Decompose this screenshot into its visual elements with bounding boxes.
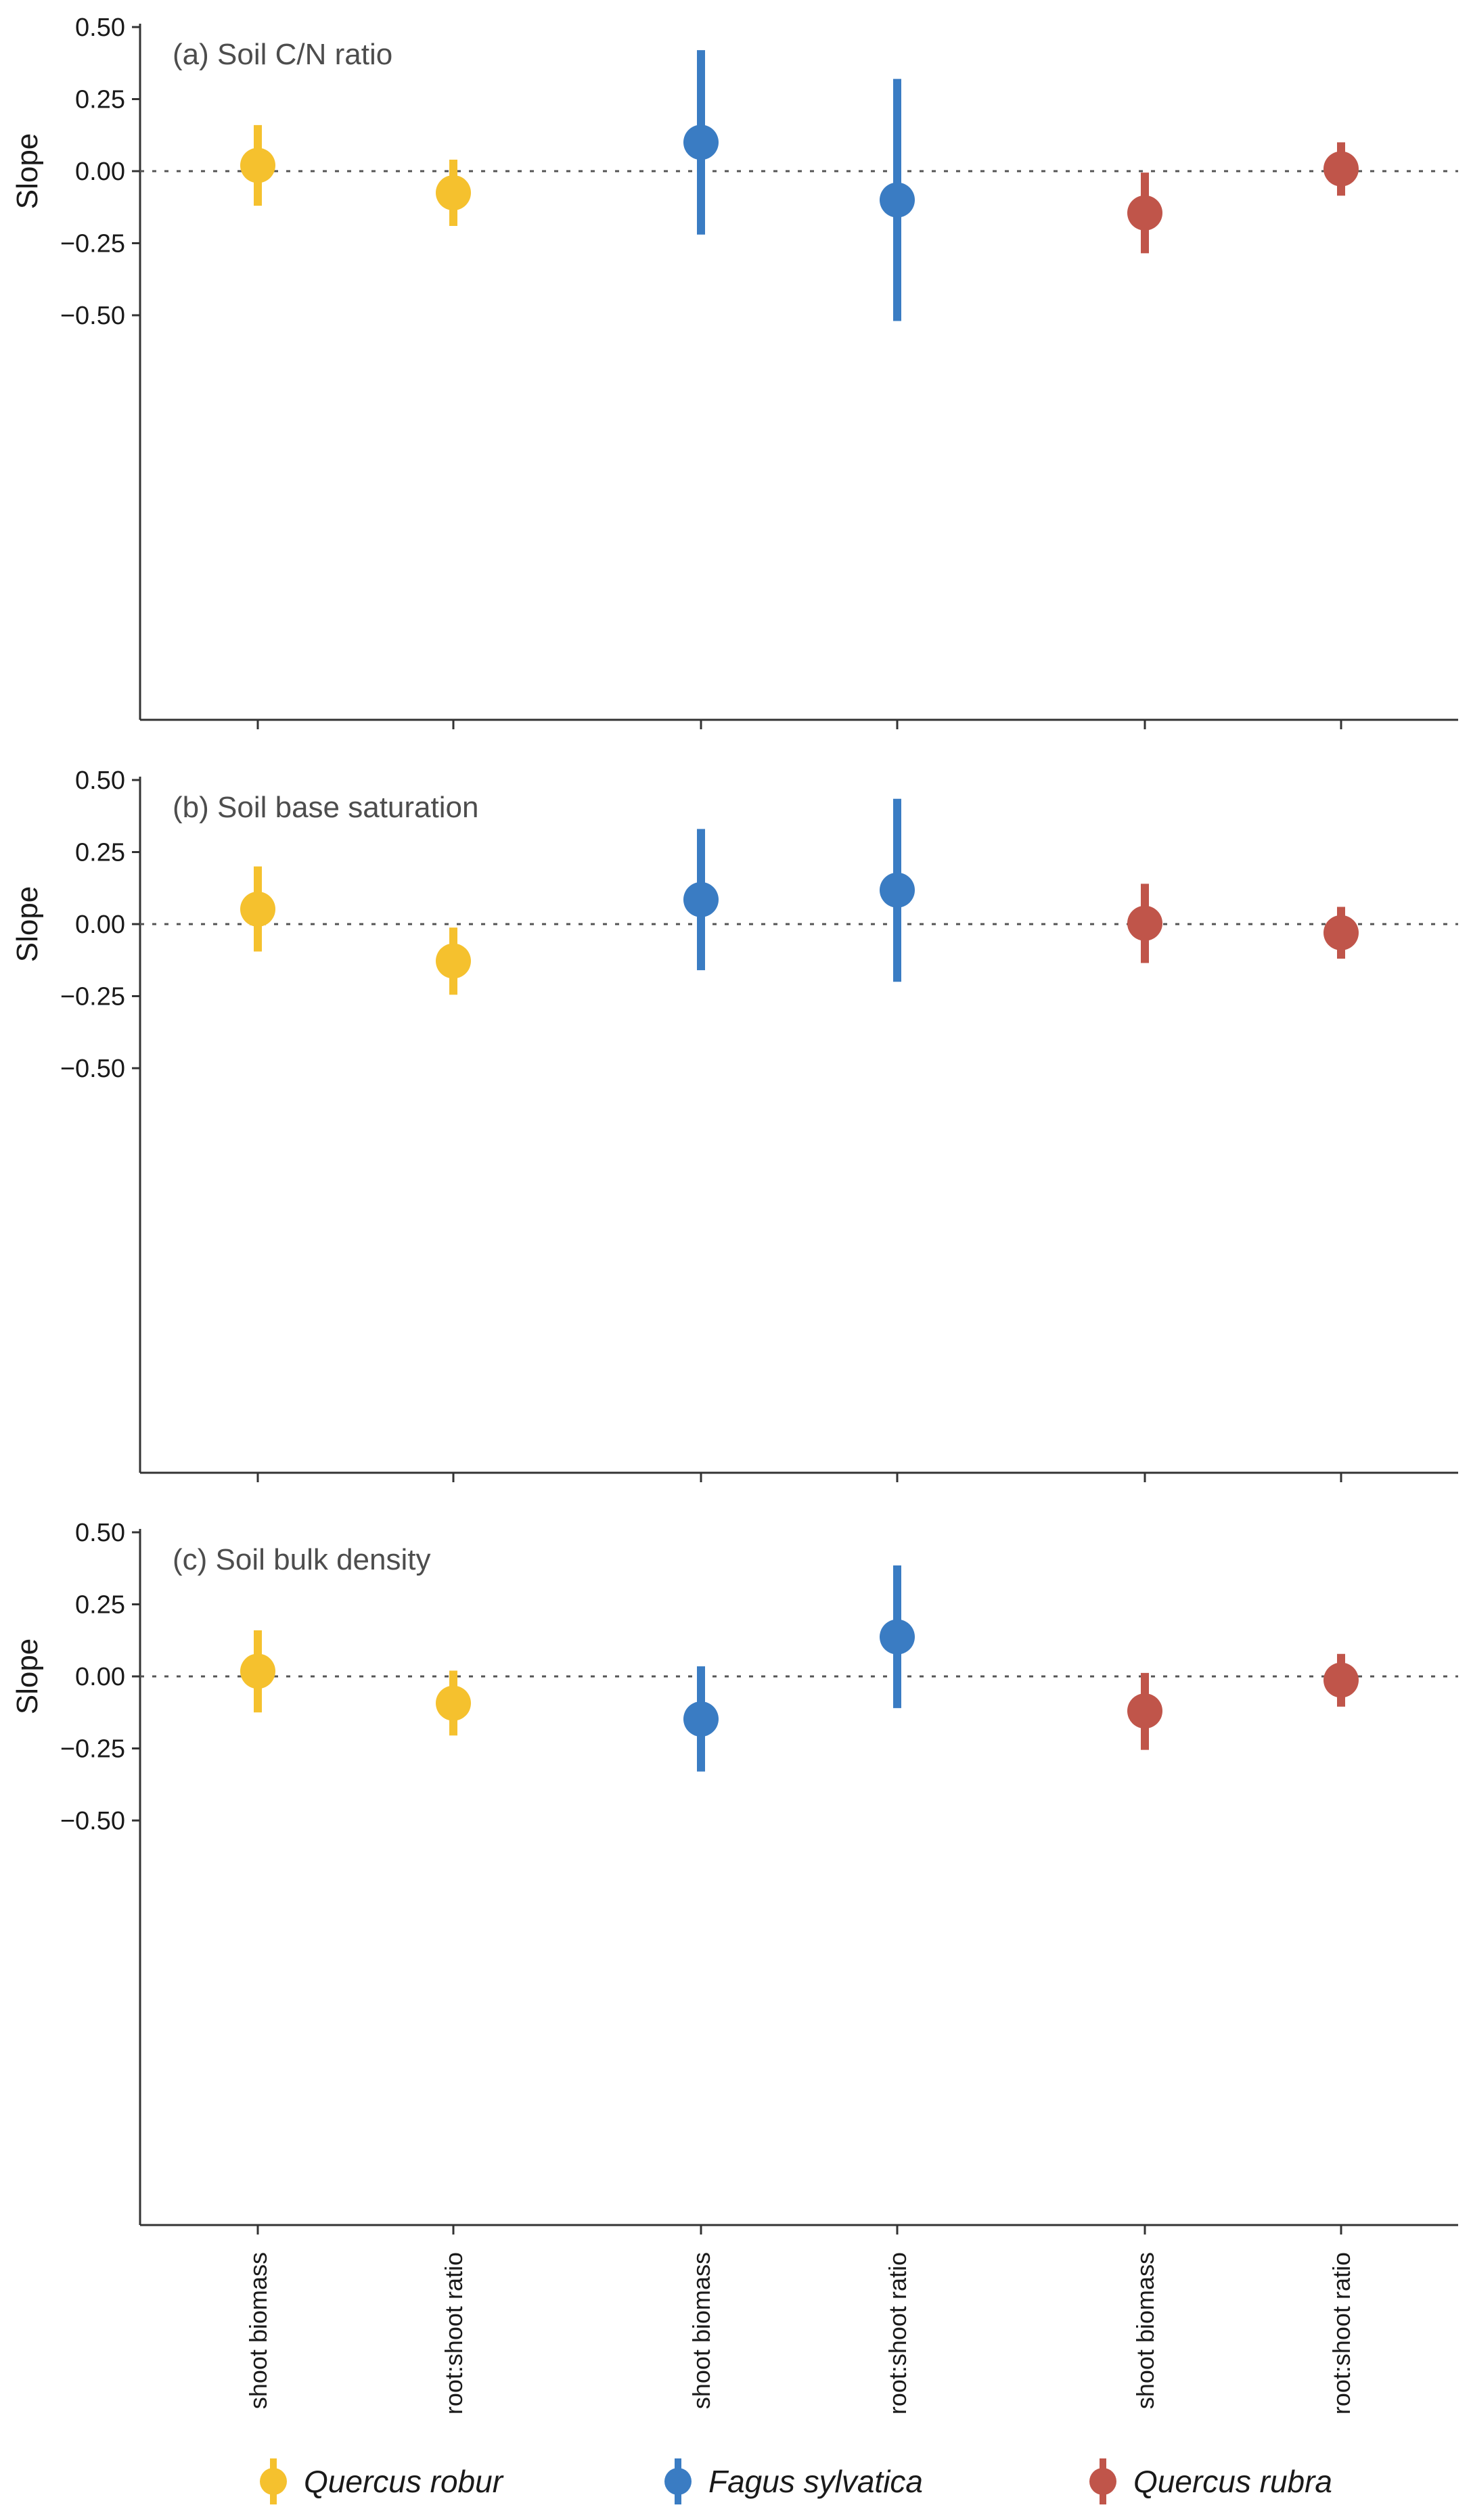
data-point xyxy=(683,881,719,917)
panel-title: (c) Soil bulk density xyxy=(173,1543,430,1576)
data-point xyxy=(240,147,275,183)
legend-label: Fagus sylvatica xyxy=(708,2464,923,2499)
data-point xyxy=(1323,151,1359,187)
y-tick-label: 0.50 xyxy=(75,766,125,795)
legend: Quercus robur Fagus sylvatica Quercus rubr… xyxy=(260,2458,1332,2504)
y-tick-label: 0.50 xyxy=(75,1519,125,1547)
x-category-label: shoot biomass xyxy=(244,2252,272,2409)
x-category-label: root:shoot ratio xyxy=(884,2252,911,2414)
panel-title: (a) Soil C/N ratio xyxy=(173,38,392,71)
y-tick-label: 0.50 xyxy=(75,14,125,42)
data-point xyxy=(436,943,471,979)
x-category-label: shoot biomass xyxy=(687,2252,715,2409)
y-tick-label: −0.25 xyxy=(60,1735,125,1764)
legend-key-point xyxy=(664,2468,692,2495)
data-point xyxy=(880,182,915,218)
data-point xyxy=(240,891,275,927)
data-point xyxy=(1323,1662,1359,1698)
panel-c: 0.50 0.25 0.00 −0.25 −0.50 Slope (c) Soil bulk… xyxy=(11,1519,1458,2414)
data-point xyxy=(880,1619,915,1655)
legend-key-point xyxy=(1089,2468,1116,2495)
data-point xyxy=(240,1653,275,1689)
data-point xyxy=(683,124,719,160)
y-tick-label: 0.00 xyxy=(75,911,125,939)
data-point xyxy=(1323,915,1359,950)
y-tick-label: 0.25 xyxy=(75,839,125,867)
y-tick-label: 0.25 xyxy=(75,86,125,114)
y-tick-label: 0.25 xyxy=(75,1591,125,1620)
x-category-label: root:shoot ratio xyxy=(1328,2252,1355,2414)
data-point xyxy=(436,1685,471,1721)
y-tick-label: −0.25 xyxy=(60,230,125,258)
y-tick-label: 0.00 xyxy=(75,158,125,186)
data-point xyxy=(1127,195,1162,231)
y-axis-label: Slope xyxy=(11,133,44,210)
y-axis-label: Slope xyxy=(11,1639,44,1715)
legend-label: Quercus robur xyxy=(304,2464,504,2499)
y-tick-label: −0.50 xyxy=(60,302,125,330)
x-category-label: root:shoot ratio xyxy=(440,2252,468,2414)
data-point xyxy=(1127,1693,1162,1729)
data-point xyxy=(880,872,915,908)
legend-label: Quercus rubra xyxy=(1133,2464,1332,2499)
y-tick-label: −0.50 xyxy=(60,1055,125,1083)
x-category-label: shoot biomass xyxy=(1131,2252,1159,2409)
data-point xyxy=(683,1701,719,1737)
panel-title: (b) Soil base saturation xyxy=(173,791,478,824)
y-tick-label: 0.00 xyxy=(75,1663,125,1691)
data-point xyxy=(1127,905,1162,941)
y-tick-label: −0.50 xyxy=(60,1807,125,1835)
panel-b: 0.50 0.25 0.00 −0.25 −0.50 Slope (b) Soil base… xyxy=(11,766,1458,1482)
legend-key-point xyxy=(260,2468,287,2495)
y-axis-label: Slope xyxy=(11,886,44,963)
data-point xyxy=(436,175,471,210)
panel-a: 0.50 0.25 0.00 −0.25 −0.50 Slope (a) Soil C/N … xyxy=(11,14,1458,729)
y-tick-label: −0.25 xyxy=(60,983,125,1011)
